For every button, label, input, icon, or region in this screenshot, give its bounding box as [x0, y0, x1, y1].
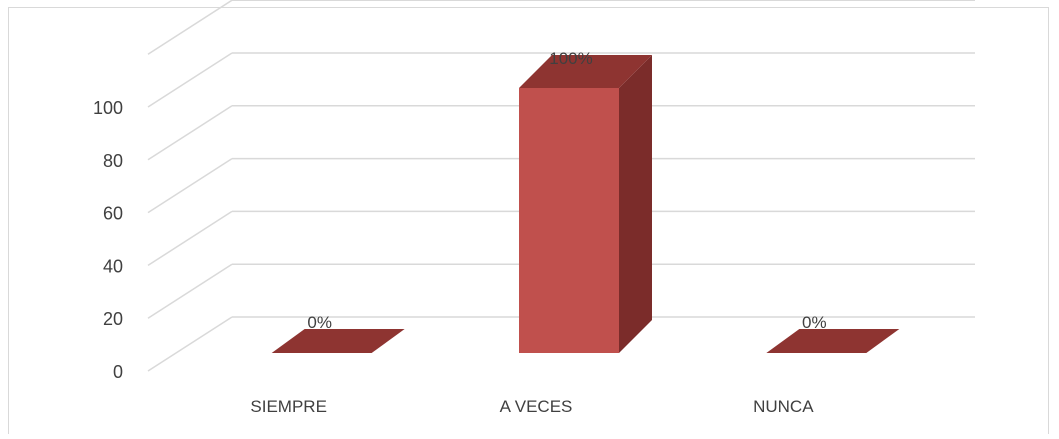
x-axis-categories: SIEMPRE A VECES NUNCA [250, 397, 814, 416]
y-tick-label: 80 [103, 151, 123, 171]
gridline-120 [147, 0, 975, 55]
y-tick-label: 100 [93, 98, 123, 118]
y-tick-label: 40 [103, 256, 123, 276]
x-category-label: A VECES [500, 397, 573, 416]
x-category-label: SIEMPRE [250, 397, 327, 416]
bar-a-veces [519, 55, 652, 353]
y-tick-label: 0 [113, 362, 123, 382]
data-label: 0% [802, 313, 827, 332]
data-labels: 0% 100% 0% [307, 49, 826, 332]
x-category-label: NUNCA [753, 397, 814, 416]
bars [271, 55, 900, 353]
gridlines [147, 0, 975, 372]
data-label: 100% [549, 49, 592, 68]
data-label: 0% [307, 313, 332, 332]
y-tick-label: 20 [103, 309, 123, 329]
bar-nunca [766, 329, 900, 353]
bar-siempre [271, 329, 405, 353]
y-tick-label: 60 [103, 204, 123, 224]
gridline-100 [147, 52, 975, 108]
y-axis-ticks: 0 20 40 60 80 100 [93, 98, 123, 382]
